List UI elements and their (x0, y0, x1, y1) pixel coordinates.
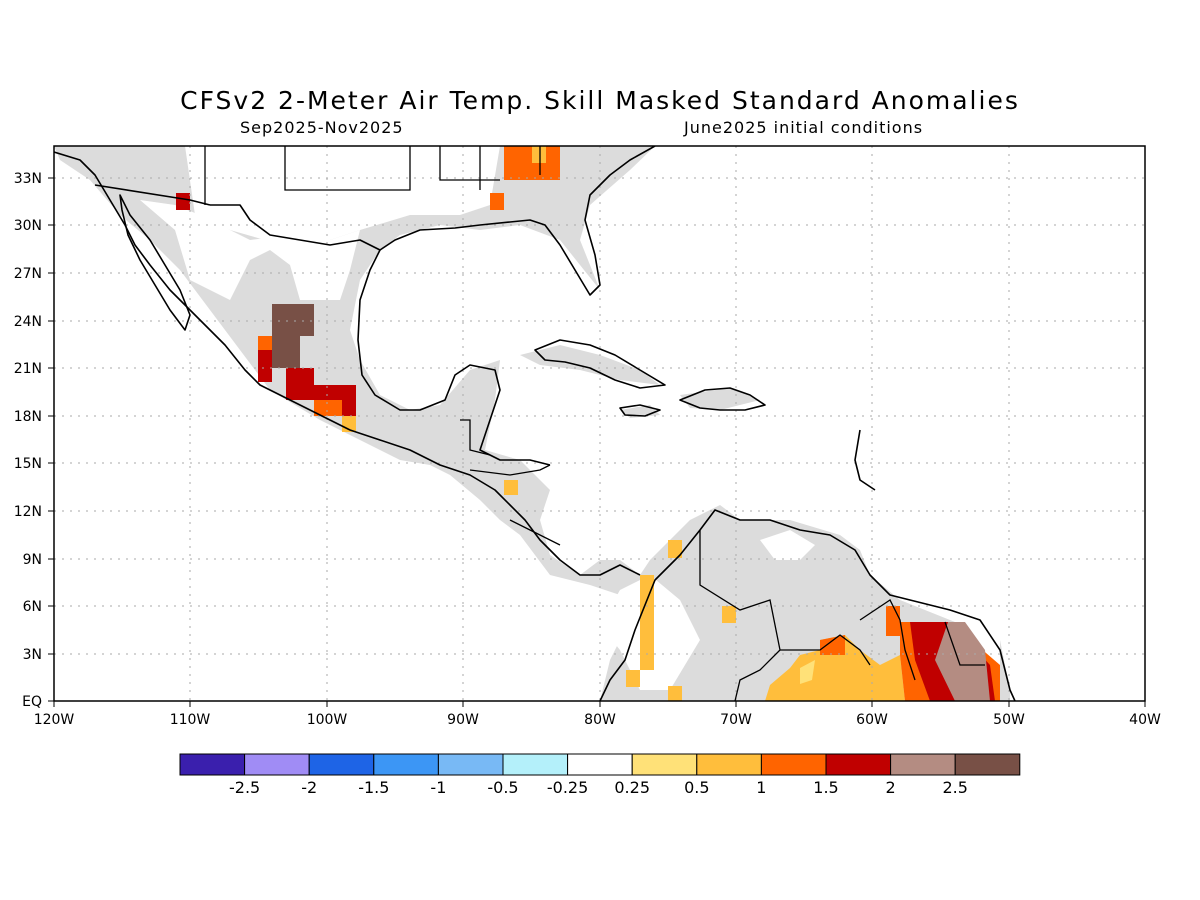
axis-ticks (48, 177, 1146, 707)
map-title: CFSv2 2-Meter Air Temp. Skill Masked Sta… (180, 86, 1020, 115)
colorbar-label: 1 (756, 778, 766, 797)
borders (204, 146, 985, 701)
lon-label: 70W (720, 712, 752, 728)
forecast-period: Sep2025-Nov2025 (240, 118, 404, 137)
colorbar-label: -0.25 (547, 778, 588, 797)
longitude-labels: 120W 110W 100W 90W 80W 70W 60W 50W 40W (34, 712, 1161, 728)
colorbar-label: -1 (430, 778, 446, 797)
colorbar-label: 0.5 (684, 778, 709, 797)
lon-label: 110W (170, 712, 211, 728)
colorbar-label: -2 (301, 778, 317, 797)
graticule (54, 146, 1145, 701)
lon-label: 120W (34, 712, 75, 728)
colorbar-swatch (437, 753, 504, 776)
lat-label: 15N (14, 456, 42, 472)
colorbar-swatch (567, 753, 633, 776)
coastlines (54, 146, 1016, 701)
latitude-labels: EQ 3N 6N 9N 12N 15N 18N 21N 24N 27N 30N … (14, 171, 42, 710)
colorbar-label: 2.5 (942, 778, 967, 797)
colorbar-swatch (954, 753, 1021, 776)
lat-label: 33N (14, 171, 42, 187)
colorbar-swatch (502, 753, 569, 776)
colorbar-swatch (373, 753, 439, 776)
lon-label: 90W (447, 712, 479, 728)
lat-label: 27N (14, 266, 42, 282)
colorbar-label: -0.5 (487, 778, 518, 797)
map-body (54, 146, 1145, 701)
lon-label: 100W (307, 712, 348, 728)
lat-label: 6N (23, 599, 42, 615)
colorbar-swatch (631, 753, 698, 776)
lon-label: 50W (993, 712, 1025, 728)
lat-label: 9N (23, 552, 42, 568)
colorbar-label: -2.5 (229, 778, 260, 797)
colorbar-swatch (308, 753, 375, 776)
lat-label: 18N (14, 409, 42, 425)
colorbar-labels: -2.5 -2 -1.5 -1 -0.5 -0.25 0.25 0.5 1 1.5 2 2.5 (229, 778, 968, 797)
lat-label: EQ (22, 694, 42, 710)
anomaly-shading (176, 146, 1000, 701)
lat-label: 12N (14, 504, 42, 520)
colorbar (179, 753, 1021, 776)
colorbar-swatch (244, 753, 310, 776)
colorbar-label: 0.25 (614, 778, 650, 797)
lat-label: 24N (14, 314, 42, 330)
colorbar-swatch (179, 753, 246, 776)
colorbar-swatch (890, 753, 956, 776)
colorbar-swatch (825, 753, 892, 776)
colorbar-label: 2 (886, 778, 896, 797)
lat-label: 3N (23, 647, 42, 663)
lon-label: 60W (856, 712, 888, 728)
colorbar-label: 1.5 (813, 778, 838, 797)
colorbar-swatch (696, 753, 762, 776)
colorbar-label: -1.5 (358, 778, 389, 797)
lon-label: 80W (584, 712, 616, 728)
colorbar-swatch (760, 753, 827, 776)
lon-label: 40W (1129, 712, 1161, 728)
lat-label: 21N (14, 361, 42, 377)
initial-conditions: June2025 initial conditions (684, 118, 924, 137)
lat-label: 30N (14, 218, 42, 234)
